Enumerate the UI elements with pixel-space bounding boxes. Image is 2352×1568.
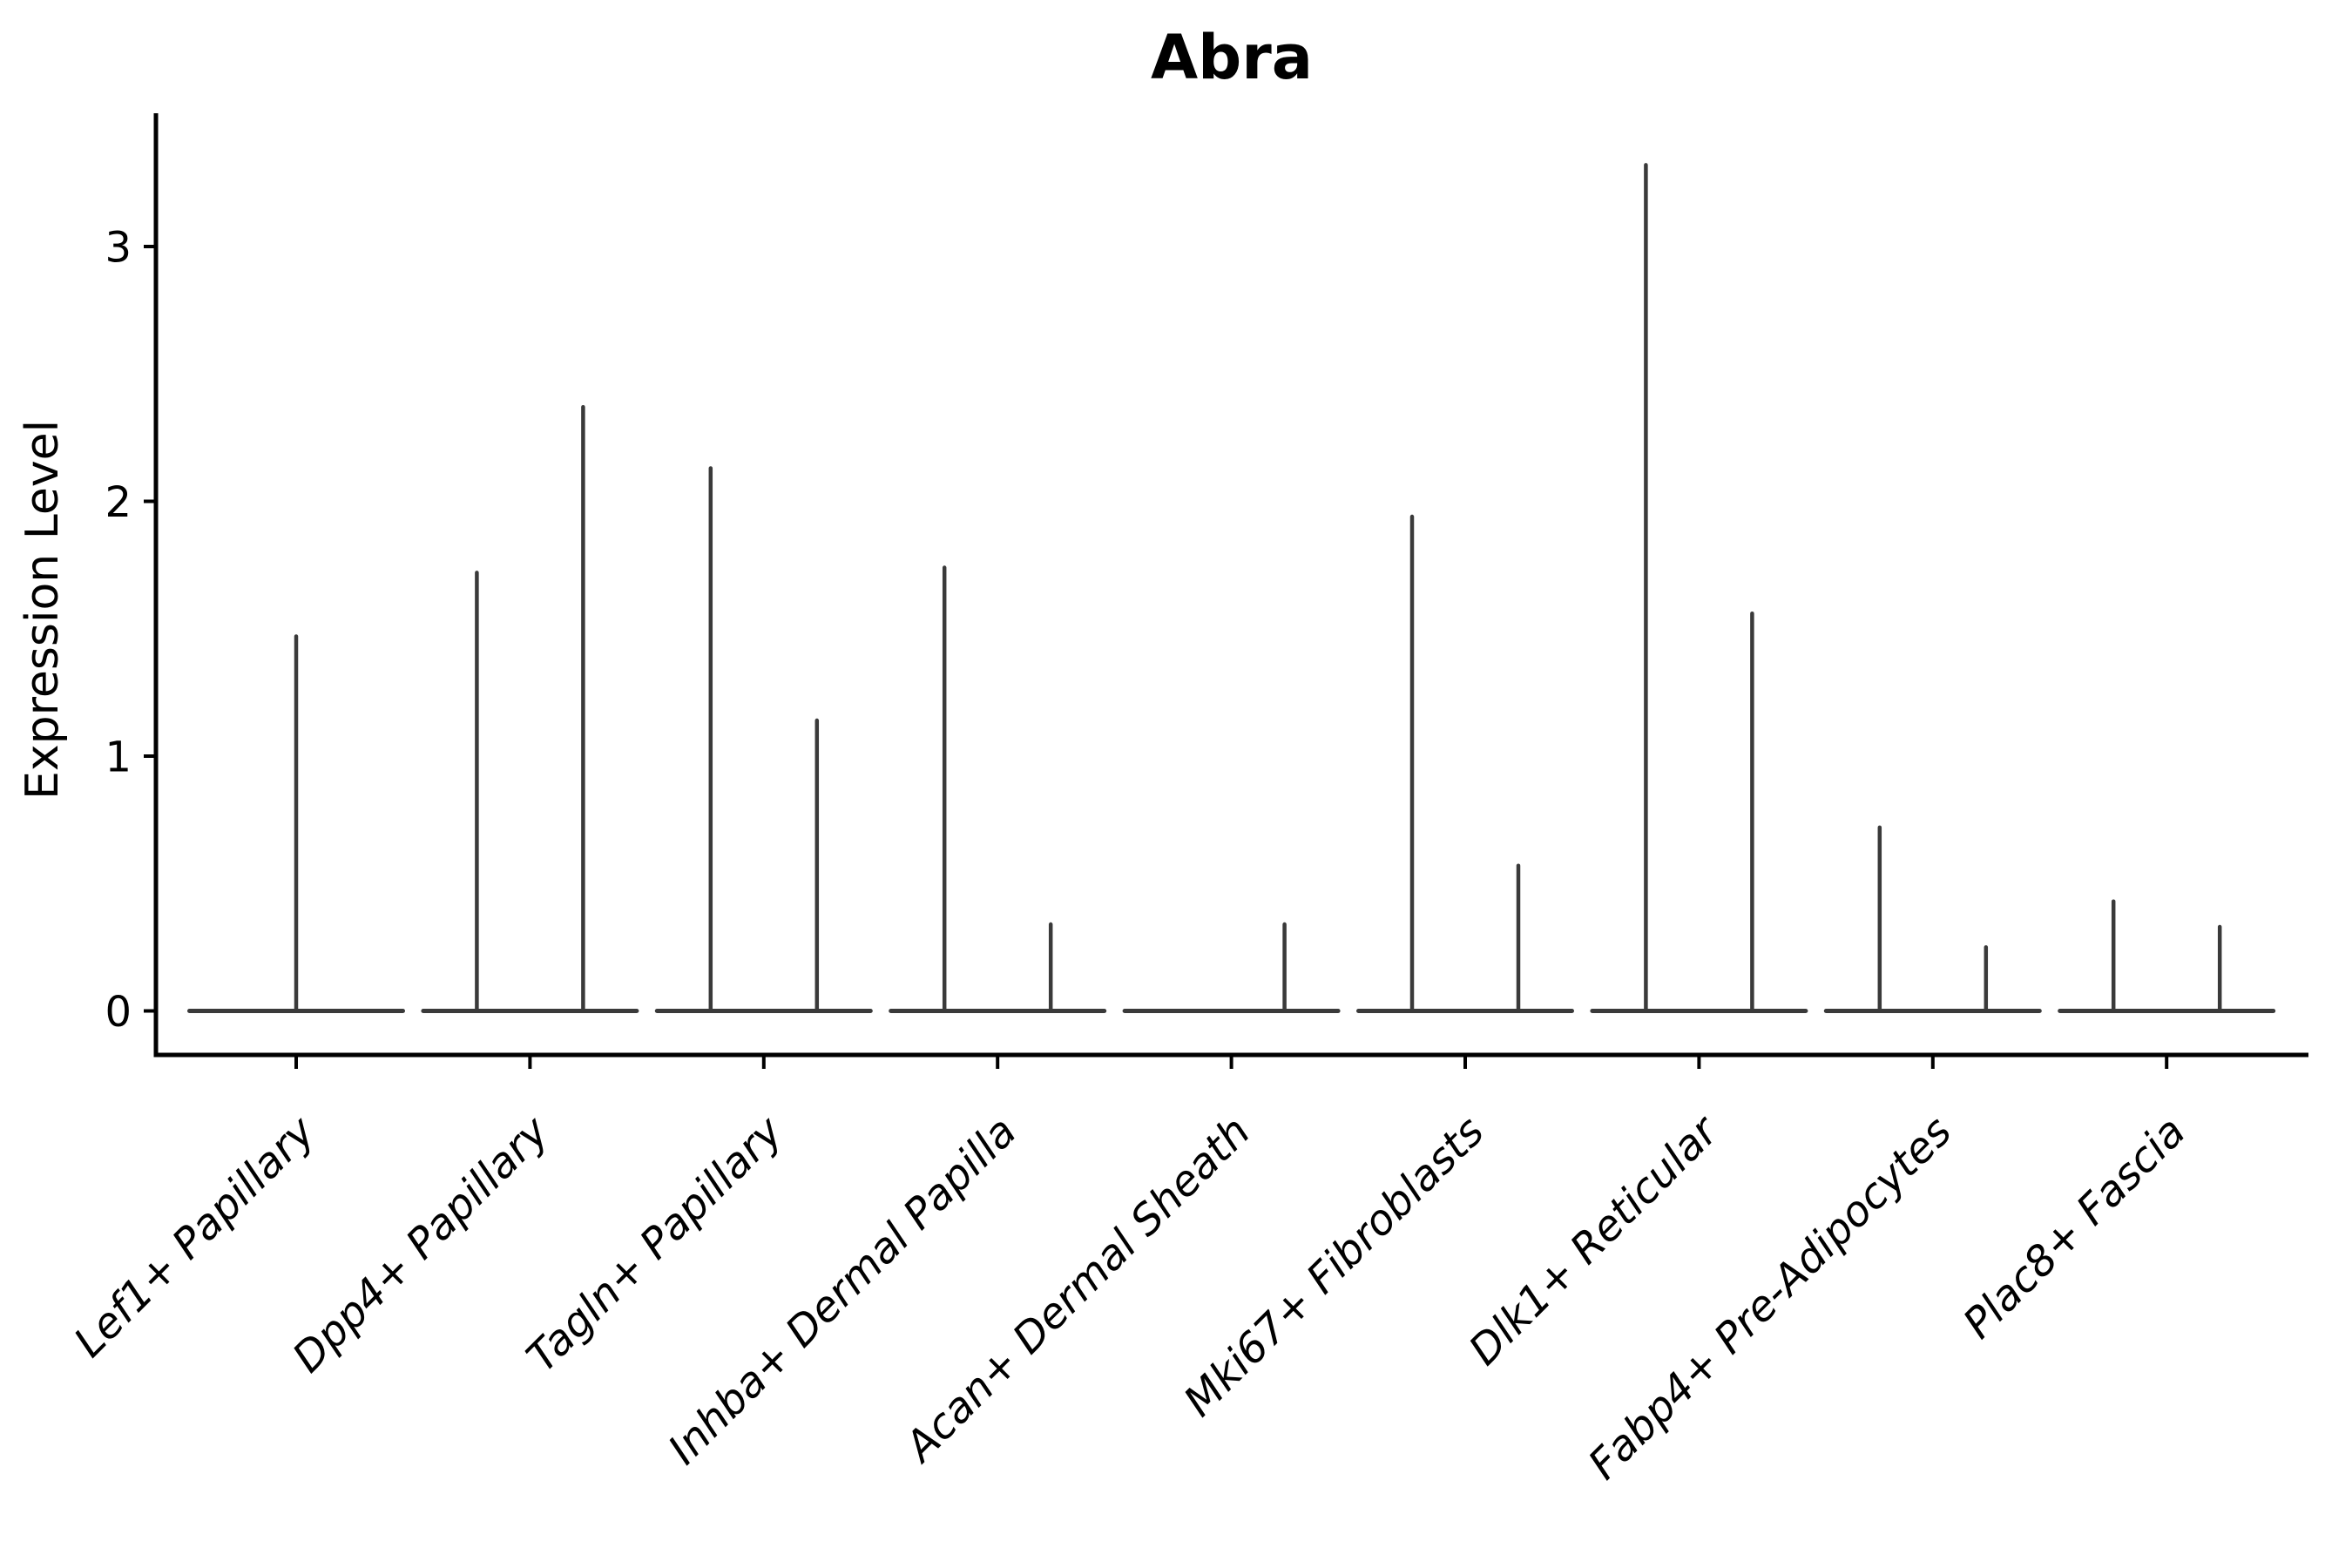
x-tick-label: Tagln+ Papillary (517, 1106, 793, 1382)
violin-group: Plac8+ Fascia (1954, 899, 2276, 1348)
y-tick-label: 2 (105, 478, 132, 527)
x-tick-label: Dlk1+ Reticular (1460, 1105, 1730, 1375)
y-axis-label: Expression Level (17, 420, 69, 800)
x-tick-label: Lef1+ Papillary (64, 1106, 325, 1367)
x-tick-label: Plac8+ Fascia (1954, 1107, 2195, 1348)
x-tick-label: Dpp4+ Papillary (283, 1106, 558, 1382)
y-tick-label: 0 (105, 988, 132, 1037)
chart-title: Abra (1151, 22, 1313, 93)
violin-group: Dpp4+ Papillary (283, 405, 639, 1382)
violin-group: Tagln+ Papillary (517, 466, 873, 1382)
violin-group: Dlk1+ Reticular (1460, 163, 1808, 1375)
y-tick-label: 3 (105, 223, 132, 272)
y-tick-label: 1 (105, 733, 132, 781)
